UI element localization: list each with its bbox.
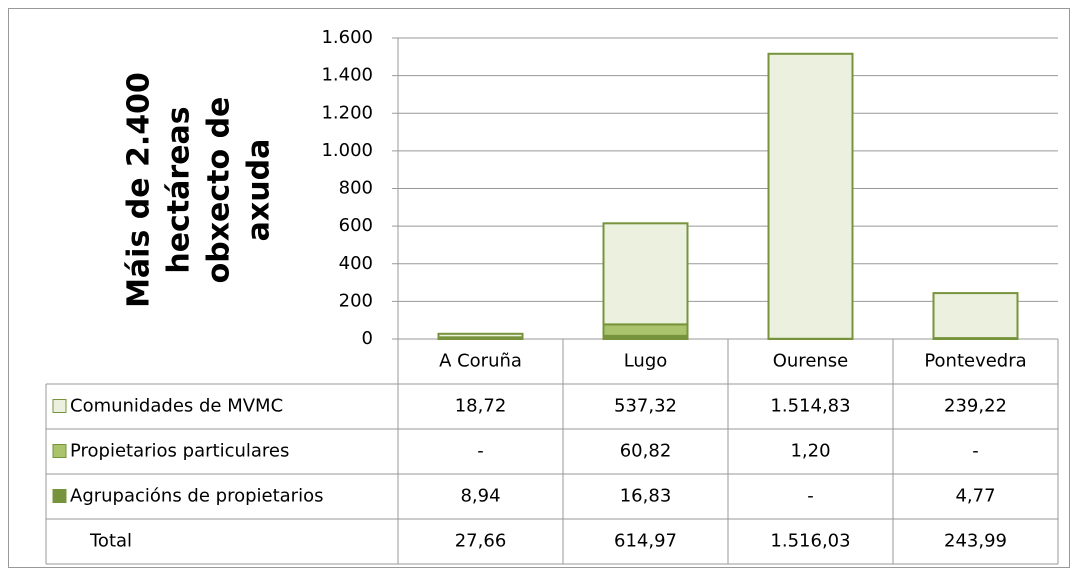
y-tick-label: 400 bbox=[339, 253, 373, 274]
legend-label: Comunidades de MVMC bbox=[70, 396, 283, 417]
legend-label: Propietarios particulares bbox=[70, 441, 289, 462]
total-cell: 614,97 bbox=[614, 531, 677, 552]
y-tick-label: 800 bbox=[339, 178, 373, 199]
table-cell: 16,83 bbox=[620, 486, 672, 507]
table-cell: 239,22 bbox=[944, 396, 1007, 417]
x-tick-label: Ourense bbox=[773, 351, 849, 372]
y-tick-label: 1.000 bbox=[321, 140, 373, 161]
legend-swatch bbox=[52, 489, 67, 503]
table-cell: - bbox=[807, 486, 814, 507]
table-cell: 60,82 bbox=[620, 441, 672, 462]
y-title: Máis de 2.400 hectáreas obxecto de axuda bbox=[122, 72, 277, 308]
total-label: Total bbox=[89, 531, 132, 552]
y-title-line: Máis de 2.400 bbox=[122, 72, 157, 308]
legend-swatch bbox=[52, 444, 67, 458]
bar-segment bbox=[767, 52, 854, 340]
y-tick-label: 1.600 bbox=[321, 27, 373, 48]
y-tick-label: 600 bbox=[339, 215, 373, 236]
frame bbox=[8, 8, 1070, 568]
y-tick-label: 1.200 bbox=[321, 102, 373, 123]
table-cell: 18,72 bbox=[455, 396, 507, 417]
x-tick-label: A Coruña bbox=[439, 351, 522, 372]
bar-segment bbox=[437, 332, 524, 339]
y-title-line: obxecto de bbox=[202, 97, 237, 284]
y-tick-label: 0 bbox=[362, 328, 373, 349]
table-cell: 537,32 bbox=[614, 396, 677, 417]
table-cell: - bbox=[477, 441, 484, 462]
legend-label: Agrupacións de propietarios bbox=[70, 486, 323, 507]
table-cell: 4,77 bbox=[955, 486, 995, 507]
y-title-line: hectáreas bbox=[162, 106, 197, 273]
bar-segment bbox=[932, 292, 1019, 340]
y-title-line: axuda bbox=[242, 139, 277, 242]
legend-swatch bbox=[52, 399, 67, 413]
y-tick-label: 1.400 bbox=[321, 65, 373, 86]
total-cell: 27,66 bbox=[455, 531, 507, 552]
bar-segment bbox=[602, 222, 689, 326]
y-tick-label: 200 bbox=[339, 290, 373, 311]
table-cell: - bbox=[972, 441, 979, 462]
table-cell: 1,20 bbox=[790, 441, 830, 462]
table-cell: 8,94 bbox=[460, 486, 500, 507]
table-cell: 1.514,83 bbox=[770, 396, 850, 417]
total-cell: 243,99 bbox=[944, 531, 1007, 552]
bar-segment bbox=[602, 323, 689, 337]
total-cell: 1.516,03 bbox=[770, 531, 850, 552]
x-tick-label: Pontevedra bbox=[924, 351, 1026, 372]
x-tick-label: Lugo bbox=[624, 351, 668, 372]
